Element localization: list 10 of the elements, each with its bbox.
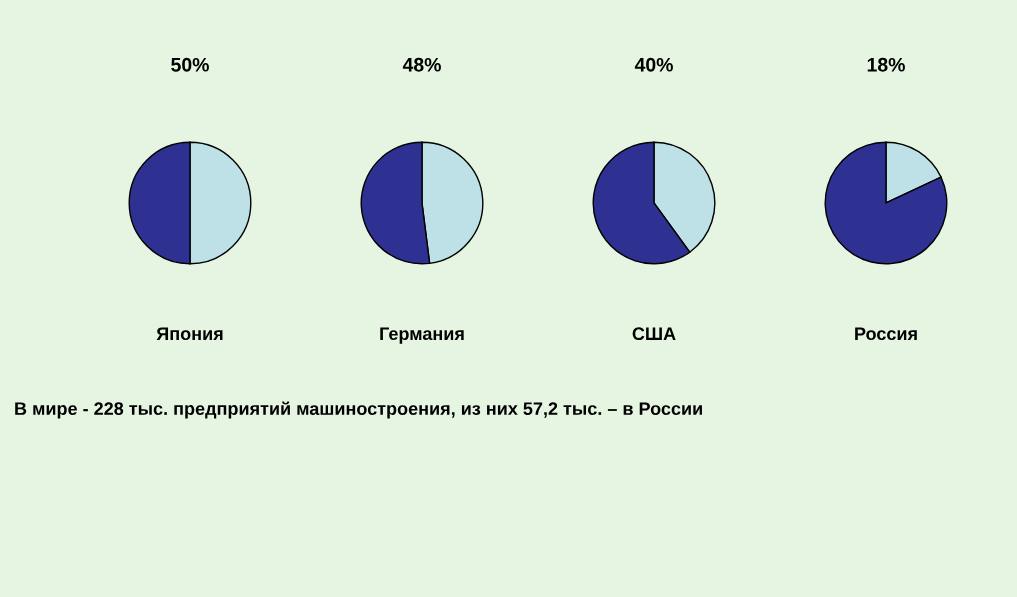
chart-title: 48% bbox=[402, 57, 441, 72]
chart-title: 50% bbox=[171, 57, 209, 72]
text: Германия bbox=[380, 327, 464, 344]
text: Россия bbox=[855, 327, 917, 341]
chart-title: 40% bbox=[634, 57, 673, 72]
chart-title: 18% bbox=[867, 57, 905, 72]
text: В мире - 228 тыс. предприятий машиностроения, из них 57,2 тыс. – в России bbox=[15, 401, 702, 419]
pie-slice bbox=[824, 141, 948, 265]
text: Япония bbox=[156, 327, 223, 341]
text: США bbox=[632, 327, 676, 341]
